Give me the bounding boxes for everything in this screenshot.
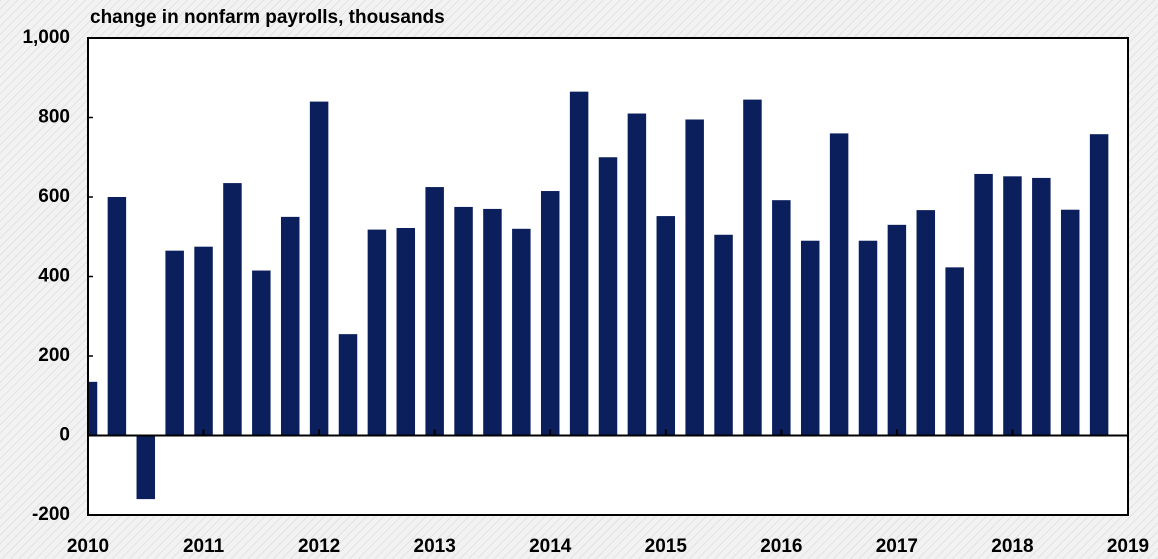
bar xyxy=(916,210,936,436)
y-tick-label: 0 xyxy=(59,425,70,446)
x-tick-label: 2012 xyxy=(298,536,340,557)
bar xyxy=(974,173,993,436)
x-tick-label: 2017 xyxy=(876,536,918,557)
x-tick-label: 2014 xyxy=(529,536,572,557)
x-tick-label: 2013 xyxy=(414,536,456,557)
bar xyxy=(1032,177,1051,436)
bar xyxy=(887,224,907,436)
bar xyxy=(194,246,213,436)
bar xyxy=(800,240,820,436)
bar xyxy=(512,228,531,436)
x-tick-label: 2016 xyxy=(760,536,802,557)
bar xyxy=(1089,134,1109,436)
x-tick-label: 2018 xyxy=(991,536,1033,557)
bar xyxy=(223,183,242,436)
bar xyxy=(309,101,329,436)
x-tick-label: 2011 xyxy=(183,536,225,557)
y-tick-label: 1,000 xyxy=(22,27,70,48)
bar xyxy=(165,250,184,436)
bar xyxy=(338,334,358,436)
x-tick-label: 2015 xyxy=(645,536,688,557)
x-tick-label: 2019 xyxy=(1107,536,1149,557)
bar xyxy=(396,228,416,436)
bar xyxy=(598,157,618,436)
bar xyxy=(1060,209,1080,436)
bar xyxy=(685,119,704,436)
bar xyxy=(1003,176,1022,436)
y-tick-label: 200 xyxy=(38,345,70,366)
bar xyxy=(88,381,98,436)
y-tick-label: 600 xyxy=(38,186,70,207)
bar xyxy=(280,216,300,436)
bar xyxy=(252,270,271,436)
bar xyxy=(540,191,560,436)
bar xyxy=(656,216,676,436)
bar xyxy=(772,200,791,436)
y-tick-label: -200 xyxy=(32,504,70,525)
y-tick-label: 800 xyxy=(38,107,70,128)
bar xyxy=(483,208,502,436)
bar xyxy=(425,187,444,436)
bar xyxy=(858,240,878,436)
chart-title: change in nonfarm payrolls, thousands xyxy=(90,7,445,28)
y-tick-label: 400 xyxy=(38,266,70,287)
x-tick-label: 2010 xyxy=(67,536,109,557)
bar xyxy=(569,91,589,436)
bar xyxy=(136,435,156,500)
bar xyxy=(945,267,964,436)
bar xyxy=(454,206,473,436)
bar xyxy=(627,113,647,436)
bar xyxy=(107,197,127,436)
bar xyxy=(367,229,387,436)
bar xyxy=(743,99,762,436)
bar xyxy=(829,133,849,436)
bar xyxy=(714,234,733,436)
